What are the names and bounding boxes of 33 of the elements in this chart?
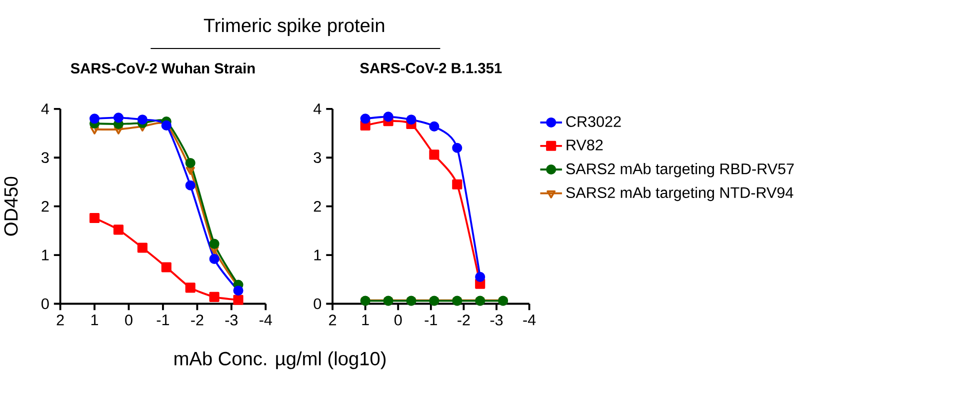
- x-axis-title: mAb Conc. µg/ml (log10): [174, 351, 386, 369]
- legend-label: RV82: [566, 139, 603, 150]
- x-tick-label: -3: [490, 314, 503, 326]
- x-tick-label: 0: [394, 314, 402, 326]
- x-tick-label: -3: [225, 314, 238, 326]
- y-tick-label: 0: [314, 298, 322, 309]
- y-tick-label: 2: [314, 200, 321, 212]
- y-tick-label: 4: [314, 103, 322, 114]
- x-tick-label: -2: [458, 314, 470, 326]
- x-tick-label: 1: [91, 314, 98, 325]
- chart-title: SARS-CoV-2 Wuhan Strain: [70, 62, 255, 74]
- y-tick-label: 0: [42, 298, 49, 309]
- x-tick-label: -1: [424, 314, 437, 325]
- text: Trimeric spike protein: [204, 18, 384, 36]
- x-tick-label: -1: [156, 314, 170, 325]
- x-tick-label: 1: [362, 314, 369, 325]
- y-axis-title: OD450: [4, 176, 18, 236]
- legend-label: SARS2 mAb targeting NTD-RV94: [566, 186, 794, 201]
- x-tick-label: 0: [125, 314, 132, 326]
- y-tick-label: 1: [314, 250, 321, 260]
- y-tick-label: 1: [42, 250, 49, 260]
- x-tick-label: -2: [191, 314, 204, 326]
- legend-label: SARS2 mAb targeting RBD-RV57: [566, 162, 794, 178]
- y-tick-label: 2: [42, 200, 49, 212]
- x-tick-label: -4: [260, 314, 272, 325]
- y-tick-label: 4: [41, 103, 49, 114]
- chart-title: SARS-CoV-2 B.1.351: [360, 62, 502, 74]
- x-tick-label: 2: [56, 314, 64, 326]
- y-tick-label: 3: [314, 152, 321, 163]
- x-tick-label: -4: [523, 314, 536, 325]
- legend-label: CR3022: [566, 116, 621, 127]
- y-tick-label: 3: [42, 152, 49, 163]
- x-tick-label: 2: [329, 314, 336, 326]
